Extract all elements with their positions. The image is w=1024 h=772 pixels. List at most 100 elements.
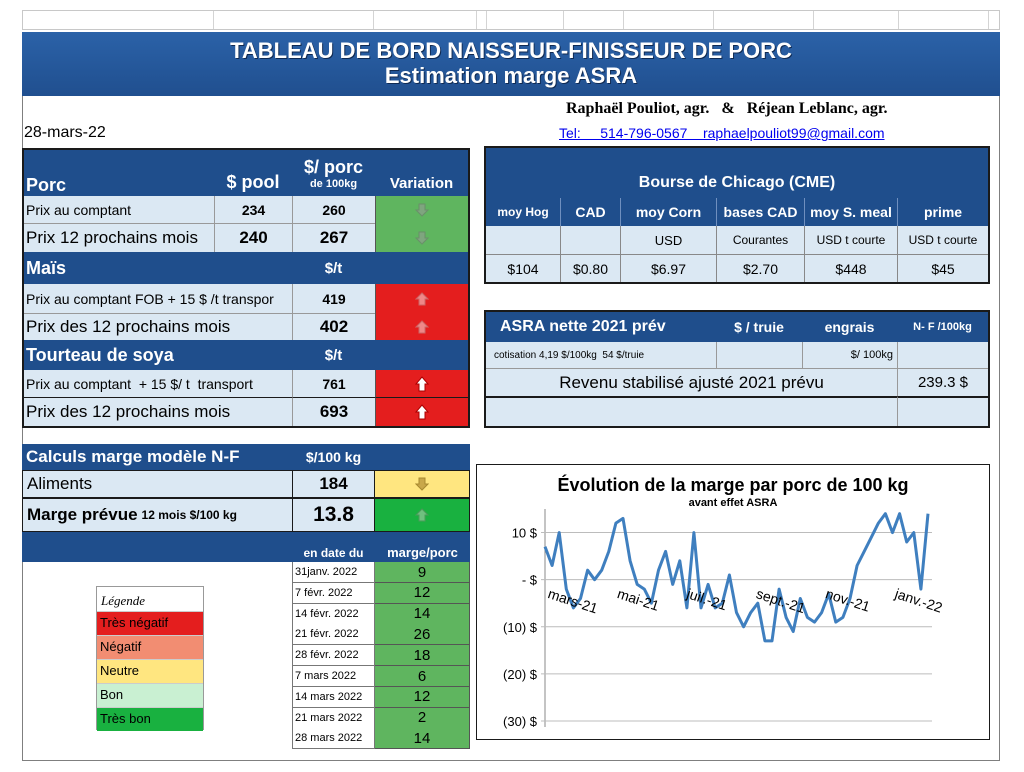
soya-12m-variation [375, 398, 468, 426]
legend-item: Bon [97, 683, 203, 707]
chicago-col-value: $448 [804, 254, 897, 282]
prices-table [22, 148, 470, 428]
asra-empty-cell [897, 396, 988, 426]
chicago-table [484, 146, 990, 284]
mais-spot-variation [375, 284, 468, 314]
legend-item: Très bon [97, 707, 203, 731]
history-marge: 9 [375, 562, 470, 583]
y-tick-label: (30) $ [503, 714, 538, 729]
porc-price-header: $/ porc de 100kg [292, 150, 375, 196]
porc-pool-header: $ pool [214, 150, 292, 196]
chicago-col-value: $104 [486, 254, 560, 282]
history-date: 7 févr. 2022 [292, 582, 375, 604]
porc-price-header-l1: $/ porc [303, 156, 364, 177]
porc-12m-pool: 240 [214, 224, 292, 252]
down-arrow-icon [415, 203, 429, 217]
asra-empty-row [486, 396, 897, 426]
history-date-header: en date du [292, 532, 375, 562]
aliments-label: Aliments [22, 470, 292, 498]
chicago-col-unit: Courantes [716, 226, 804, 254]
margin-chart: Évolution de la marge par porc de 100 kg… [476, 464, 990, 740]
mais-unit-header: $/t [292, 252, 375, 284]
mais-12m-variation [375, 314, 468, 340]
porc-spot-label: Prix au comptant [24, 196, 214, 224]
aliments-value: 184 [292, 470, 375, 498]
y-tick-label: (20) $ [503, 667, 538, 682]
porc-spot-variation [375, 196, 468, 224]
up-arrow-icon [415, 292, 429, 306]
chicago-col-header: bases CAD [716, 198, 804, 226]
porc-spot-pool: 234 [214, 196, 292, 224]
asra-truie-header: $ / truie [716, 312, 802, 342]
chicago-col-value: $45 [897, 254, 988, 282]
soya-spot-variation [375, 370, 468, 398]
marge-value: 13.8 [292, 498, 375, 532]
up-arrow-icon [415, 375, 429, 391]
chicago-col-unit [486, 226, 560, 254]
asra-nf-cell [897, 342, 988, 368]
y-tick-label: 10 $ [512, 526, 538, 541]
calculs-unit: $/100 kg [292, 444, 375, 470]
soya-spot-value: 761 [292, 370, 375, 398]
history-marge-header: marge/porc [375, 532, 470, 562]
history-date: 14 févr. 2022 [292, 603, 375, 625]
marge-variation [375, 498, 470, 532]
legend-item: Neutre [97, 659, 203, 683]
history-header-blank [22, 532, 292, 562]
chicago-col-header: moy Corn [620, 198, 716, 226]
x-tick-label: mars-21 [546, 585, 600, 616]
series-line [543, 512, 930, 643]
history-marge: 26 [375, 624, 470, 646]
chicago-col-header: CAD [560, 198, 620, 226]
history-date: 28 févr. 2022 [292, 645, 375, 667]
history-marge: 18 [375, 645, 470, 667]
contact-link[interactable]: Tel: 514-796-0567 raphaelpouliot99@gmail… [559, 125, 885, 141]
soya-spot-label: Prix au comptant + 15 $/ t transport [24, 370, 292, 398]
chicago-col-unit: USD [620, 226, 716, 254]
asra-engrais-unit: $/ 100kg [802, 342, 897, 368]
y-tick-label: (10) $ [503, 620, 538, 635]
up-arrow-icon [415, 508, 429, 522]
asra-revenu-label: Revenu stabilisé ajusté 2021 prévu [486, 368, 897, 396]
history-marge: 12 [375, 686, 470, 708]
porc-spot-price: 260 [292, 196, 375, 224]
x-tick-label: janv.-22 [892, 585, 944, 616]
soya-header: Tourteau de soya [24, 340, 292, 370]
history-date: 14 mars 2022 [292, 686, 375, 708]
mais-variation-header [375, 252, 468, 284]
asra-truie-cell [716, 342, 802, 368]
dashboard-banner: TABLEAU DE BORD NAISSEUR-FINISSEUR DE PO… [22, 32, 1000, 96]
chicago-col-value: $6.97 [620, 254, 716, 282]
spreadsheet-grid-row [22, 10, 1000, 30]
aliments-variation [375, 470, 470, 498]
porc-price-header-l2: de 100kg [309, 177, 358, 190]
down-arrow-icon [415, 477, 429, 491]
asra-cotisation: cotisation 4,19 $/100kg 54 $/truie [486, 342, 716, 368]
asra-revenu-value: 239.3 $ [897, 368, 988, 396]
up-arrow-icon [415, 404, 429, 420]
chicago-col-header: moy S. meal [804, 198, 897, 226]
history-date: 7 mars 2022 [292, 666, 375, 687]
dashboard-frame [22, 96, 1000, 761]
asra-table [484, 310, 990, 428]
chart-title: Évolution de la marge par porc de 100 kg [557, 475, 909, 495]
history-date: 21 févr. 2022 [292, 624, 375, 646]
history-marge: 14 [375, 603, 470, 625]
chicago-title: Bourse de Chicago (CME) [486, 148, 988, 198]
chicago-col-header: prime [897, 198, 988, 226]
mais-header: Maïs [24, 252, 292, 284]
chart-plot: 10 $- $(10) $(20) $(30) $mars-21 mai-21 ju… [503, 509, 945, 729]
history-date: 21 mars 2022 [292, 707, 375, 729]
legend-item: Négatif [97, 635, 203, 659]
y-tick-label: - $ [522, 573, 538, 588]
mais-spot-label: Prix au comptant FOB + 15 $ /t transpor [24, 284, 292, 314]
chicago-col-header: moy Hog [486, 198, 560, 226]
soya-unit-header: $/t [292, 340, 375, 370]
mais-spot-value: 419 [292, 284, 375, 314]
mais-12m-label: Prix des 12 prochains mois [24, 314, 292, 340]
marge-label: Marge prévue [27, 505, 138, 524]
page-title: TABLEAU DE BORD NAISSEUR-FINISSEUR DE PO… [230, 38, 792, 63]
chicago-col-value: $2.70 [716, 254, 804, 282]
asra-nf-header: N- F /100kg [897, 312, 988, 342]
history-marge: 12 [375, 582, 470, 604]
